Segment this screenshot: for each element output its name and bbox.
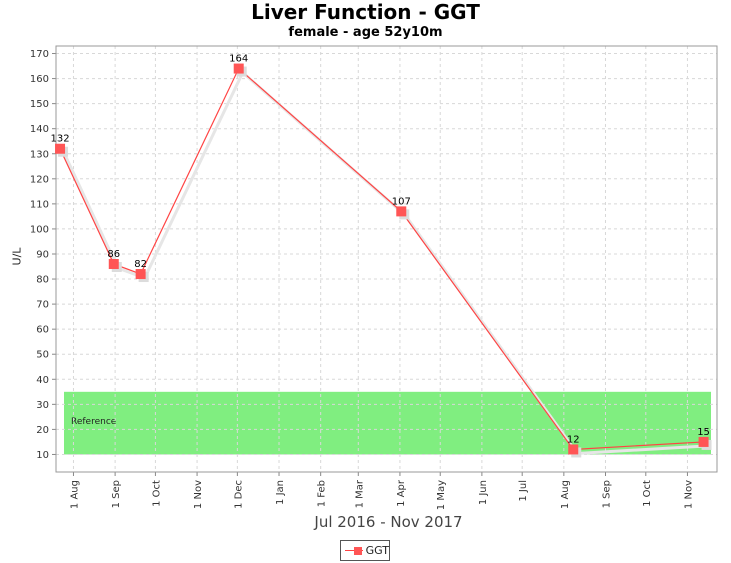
y-tick-label: 100 <box>30 224 49 235</box>
y-tick-label: 160 <box>30 74 49 85</box>
data-point <box>568 444 579 455</box>
data-point <box>55 143 66 154</box>
data-point <box>135 269 146 280</box>
x-tick-label: 1 Sep <box>601 480 612 508</box>
x-tick-label: 1 Nov <box>683 480 694 509</box>
y-tick-label: 40 <box>36 375 49 386</box>
reference-band-label: Reference <box>71 417 117 427</box>
y-tick-label: 150 <box>30 99 49 110</box>
data-point <box>233 63 244 74</box>
y-tick-label: 90 <box>36 249 49 260</box>
plot-border <box>55 45 718 473</box>
chart-subtitle: female - age 52y10m <box>288 25 443 40</box>
data-label: 164 <box>229 54 248 65</box>
legend: GGT <box>340 540 390 561</box>
x-tick-label: 1 Aug <box>560 480 571 509</box>
x-tick-label: 1 Sep <box>111 480 122 508</box>
y-tick-label: 20 <box>36 425 49 436</box>
x-axis-label: Jul 2016 - Nov 2017 <box>314 513 463 531</box>
data-label: 132 <box>50 134 69 145</box>
y-tick-label: 130 <box>30 149 49 160</box>
y-tick-label: 50 <box>36 350 49 361</box>
x-tick-label: 1 Jan <box>275 480 286 505</box>
reference-band <box>64 391 711 455</box>
y-tick-label: 30 <box>36 400 49 411</box>
y-tick-label: 80 <box>36 275 49 286</box>
data-label: 82 <box>134 259 147 270</box>
x-tick-label: 1 Mar <box>354 479 365 508</box>
y-tick-label: 10 <box>36 450 49 461</box>
legend-label-ggt: GGT <box>365 544 389 557</box>
x-tick-label: 1 Aug <box>69 480 80 509</box>
x-tick-label: 1 Dec <box>233 480 244 509</box>
y-tick-label: 70 <box>36 300 49 311</box>
y-tick-label: 60 <box>36 325 49 336</box>
y-tick-label: 170 <box>30 49 49 60</box>
data-label: 15 <box>697 427 710 438</box>
y-tick-label: 110 <box>30 199 49 210</box>
x-tick-label: 1 Apr <box>396 479 407 507</box>
y-axis-label: U/L <box>10 247 24 266</box>
x-tick-label: 1 Jul <box>518 480 529 502</box>
data-label: 12 <box>567 434 580 445</box>
x-tick-label: 1 Oct <box>151 480 162 507</box>
x-tick-label: 1 May <box>436 480 447 510</box>
y-tick-label: 140 <box>30 124 49 135</box>
data-label: 86 <box>107 249 120 260</box>
y-tick-label: 120 <box>30 174 49 185</box>
x-tick-label: 1 Jun <box>478 480 489 505</box>
data-label: 107 <box>392 196 411 207</box>
x-tick-label: 1 Feb <box>317 480 328 507</box>
x-tick-label: 1 Nov <box>193 480 204 509</box>
x-tick-label: 1 Oct <box>642 480 653 507</box>
data-point <box>108 259 119 270</box>
legend-swatch <box>345 545 363 557</box>
chart-title: Liver Function - GGT <box>251 0 480 24</box>
data-point <box>698 436 709 447</box>
data-point <box>396 206 407 217</box>
